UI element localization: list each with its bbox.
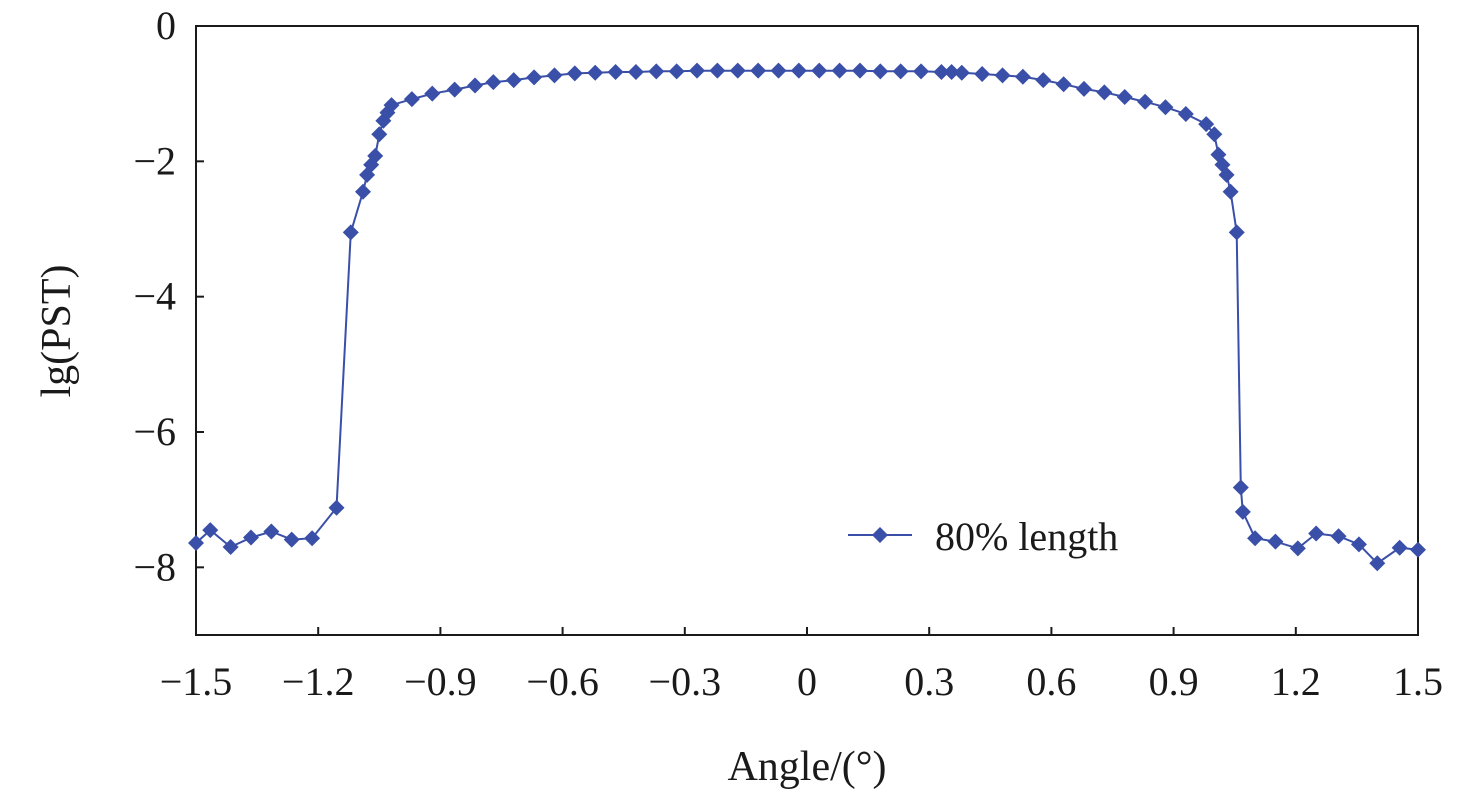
data-point <box>994 67 1011 84</box>
x-tick-label: −1.5 <box>160 659 233 704</box>
data-point <box>526 69 543 86</box>
data-point <box>587 64 604 81</box>
y-tick-label: −6 <box>133 409 176 454</box>
data-point <box>790 62 807 79</box>
data-point <box>283 531 300 548</box>
data-point <box>1198 116 1215 133</box>
data-point <box>729 62 746 79</box>
data-point <box>1222 183 1239 200</box>
data-point <box>872 63 889 80</box>
data-point <box>1035 72 1052 89</box>
x-tick-label: −0.6 <box>526 659 599 704</box>
data-point <box>1177 105 1194 122</box>
data-point <box>1247 530 1264 547</box>
data-point <box>892 63 909 80</box>
data-point <box>943 64 960 81</box>
x-tick-label: 1.5 <box>1393 659 1443 704</box>
legend-marker <box>872 527 888 543</box>
x-tick-label: 0.9 <box>1149 659 1199 704</box>
data-point <box>1055 76 1072 93</box>
data-point <box>446 81 463 98</box>
data-point <box>750 62 767 79</box>
data-point <box>1157 99 1174 116</box>
data-point <box>566 65 583 82</box>
data-point <box>403 91 420 108</box>
data-point <box>689 62 706 79</box>
data-point <box>709 62 726 79</box>
data-point <box>188 534 204 551</box>
data-point <box>242 529 259 546</box>
data-point <box>1232 479 1249 496</box>
x-axis: −1.5 −1.2 −0.9 −0.6 −0.3 0 0.3 0.6 0.9 1.2 1.5 <box>160 627 1443 704</box>
data-point <box>1234 503 1251 520</box>
data-point <box>1267 533 1284 550</box>
y-tick-label: −8 <box>133 544 176 589</box>
data-point <box>1218 166 1235 183</box>
y-tick-label: −4 <box>133 274 176 319</box>
y-axis: 0 −2 −4 −6 −8 <box>133 3 204 589</box>
data-point <box>202 522 219 539</box>
data-point <box>627 64 644 81</box>
x-tick-label: −1.2 <box>282 659 355 704</box>
data-point <box>648 63 665 80</box>
x-tick-label: 0.3 <box>904 659 954 704</box>
data-point <box>851 62 868 79</box>
legend-label: 80% length <box>935 514 1118 559</box>
data-point <box>546 67 563 84</box>
x-axis-title: Angle/(°) <box>727 744 886 790</box>
x-tick-label: −0.3 <box>649 659 722 704</box>
data-point <box>1014 68 1031 85</box>
data-point <box>383 97 400 114</box>
data-point <box>1289 540 1306 557</box>
data-point <box>467 77 484 94</box>
data-point <box>505 72 522 89</box>
data-point <box>933 64 950 81</box>
data-point <box>485 74 502 91</box>
data-point <box>371 126 388 143</box>
x-tick-label: 0.6 <box>1026 659 1076 704</box>
x-tick-label: −0.9 <box>404 659 477 704</box>
data-point <box>342 224 359 241</box>
data-point <box>1410 541 1426 558</box>
y-tick-label: −2 <box>133 138 176 183</box>
data-point <box>367 147 384 164</box>
data-point <box>1308 525 1325 542</box>
x-tick-label: 1.2 <box>1271 659 1321 704</box>
data-point <box>811 62 828 79</box>
data-point <box>263 523 280 540</box>
y-axis-title: lg(PST) <box>34 264 80 397</box>
data-point <box>1096 84 1113 101</box>
data-point <box>770 62 787 79</box>
data-point <box>607 64 624 81</box>
x-tick-label: 0 <box>797 659 817 704</box>
data-point <box>1391 539 1408 556</box>
data-point <box>1116 89 1133 106</box>
data-point <box>831 62 848 79</box>
series-line <box>195 69 1419 565</box>
data-point <box>1075 80 1092 97</box>
data-point <box>355 183 372 200</box>
data-point <box>1369 555 1386 572</box>
data-point <box>1206 126 1223 143</box>
data-point <box>668 63 685 80</box>
legend: 80% length <box>848 514 1118 559</box>
data-point <box>1137 93 1154 110</box>
data-point <box>1350 536 1367 553</box>
series-layer <box>188 62 1426 572</box>
data-point <box>424 85 441 102</box>
data-point <box>222 539 239 556</box>
data-point <box>328 499 345 516</box>
data-point <box>953 64 970 81</box>
data-point <box>304 530 321 547</box>
data-point <box>1228 224 1245 241</box>
data-point <box>974 66 991 83</box>
data-point <box>913 63 930 80</box>
data-point <box>1330 528 1347 545</box>
y-tick-label: 0 <box>156 3 176 48</box>
